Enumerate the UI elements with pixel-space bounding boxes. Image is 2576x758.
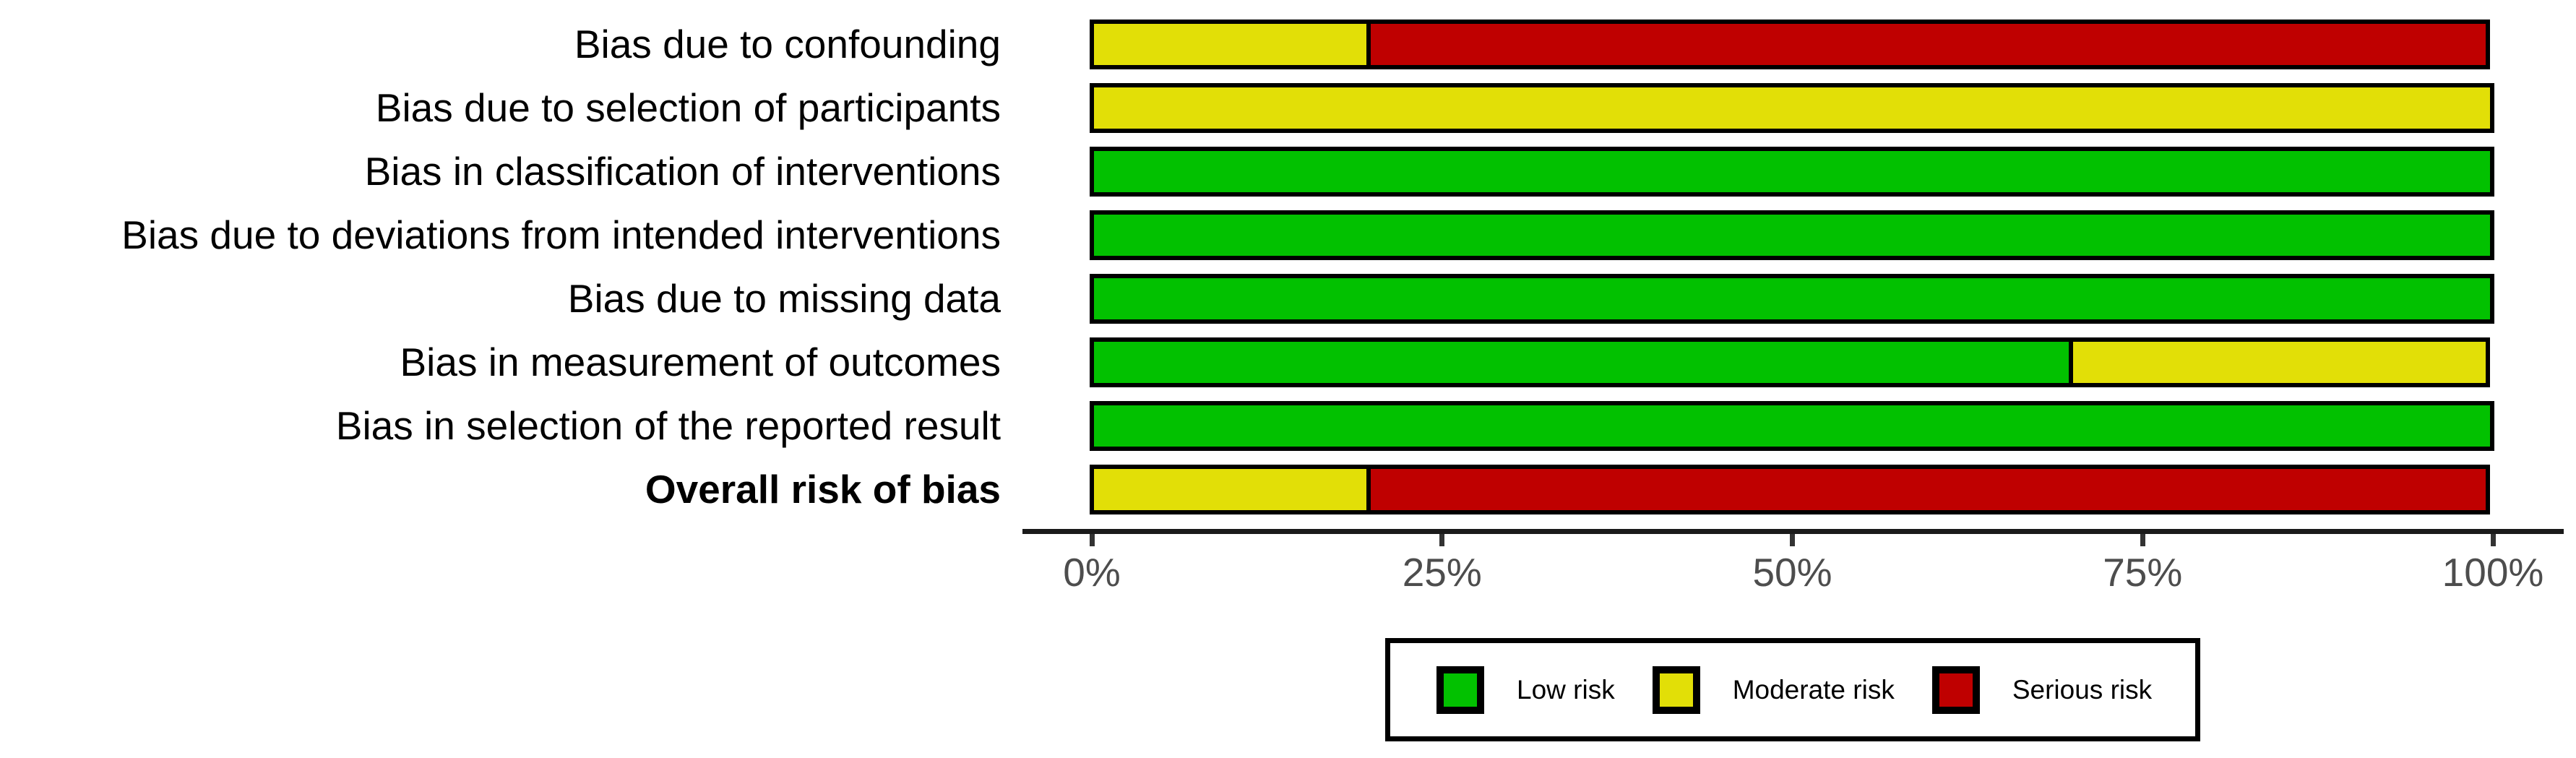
legend-key-low-risk <box>1436 666 1484 714</box>
legend-key-serious-risk <box>1931 666 1980 714</box>
bar-segment-serious-risk <box>1366 465 2490 514</box>
axis-tick <box>2490 534 2496 546</box>
axis-tick <box>1089 534 1095 546</box>
bar-segment-low-risk <box>1090 401 2494 451</box>
category-label: Bias due to deviations from intended int… <box>121 212 1001 257</box>
legend-key-moderate-risk <box>1652 666 1700 714</box>
bar-row <box>1090 83 2494 133</box>
category-label: Bias in classification of interventions <box>364 149 1001 194</box>
x-axis-line <box>1022 529 2564 534</box>
axis-tick <box>1439 534 1445 546</box>
category-label: Overall risk of bias <box>645 467 1001 512</box>
bar-segment-moderate-risk <box>1090 83 2494 133</box>
legend-label: Low risk <box>1517 674 1615 705</box>
bar-segment-moderate-risk <box>1090 20 1371 69</box>
bar-segment-moderate-risk <box>1090 465 1371 514</box>
category-label: Bias due to confounding <box>574 22 1001 66</box>
axis-tick <box>2140 534 2145 546</box>
bar-row <box>1090 20 2494 69</box>
category-label: Bias in selection of the reported result <box>335 403 1001 448</box>
bar-row <box>1090 274 2494 324</box>
axis-tick-label: 25% <box>1402 550 1482 595</box>
axis-tick-label: 50% <box>1752 550 1832 595</box>
axis-tick-label: 100% <box>2442 550 2544 595</box>
bar-segment-low-risk <box>1090 147 2494 197</box>
bar-segment-low-risk <box>1090 274 2494 324</box>
bar-segment-serious-risk <box>1366 20 2490 69</box>
bar-segment-low-risk <box>1090 337 2073 387</box>
bar-row <box>1090 147 2494 197</box>
legend-item: Moderate risk <box>1652 666 1895 714</box>
bar-row <box>1090 465 2494 514</box>
legend-item: Low risk <box>1436 666 1615 714</box>
category-label: Bias due to selection of participants <box>375 85 1001 130</box>
legend-label: Serious risk <box>2012 674 2153 705</box>
bar-row <box>1090 401 2494 451</box>
axis-tick-label: 0% <box>1063 550 1121 595</box>
category-label: Bias in measurement of outcomes <box>400 340 1001 384</box>
bar-row <box>1090 210 2494 260</box>
legend-box: Low risk Moderate risk Serious risk <box>1385 638 2200 741</box>
axis-tick-label: 75% <box>2103 550 2183 595</box>
bar-segment-moderate-risk <box>2068 337 2490 387</box>
bar-row <box>1090 337 2494 387</box>
axis-tick <box>1790 534 1795 546</box>
category-label: Bias due to missing data <box>567 276 1001 321</box>
legend-label: Moderate risk <box>1732 674 1895 705</box>
bar-segment-low-risk <box>1090 210 2494 260</box>
legend-item: Serious risk <box>1931 666 2153 714</box>
